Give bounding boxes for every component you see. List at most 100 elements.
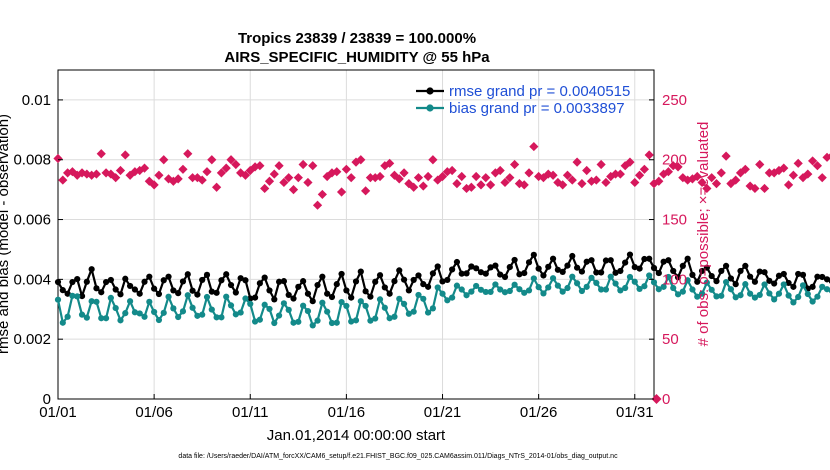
bias-point: [400, 300, 408, 307]
obs-evaluated-point: [231, 159, 241, 170]
rmse-point: [583, 258, 590, 265]
rmse-point: [165, 273, 172, 280]
rmse-point: [689, 271, 696, 278]
obs-evaluated-point: [274, 161, 284, 171]
obs-evaluated-point: [558, 180, 568, 190]
rmse-point: [98, 289, 105, 296]
bias-point: [665, 273, 672, 281]
obs-evaluated-point: [755, 159, 765, 170]
bias-point: [670, 284, 677, 292]
bias-point: [290, 319, 297, 326]
bias-point: [564, 284, 571, 292]
bias-point: [646, 272, 653, 279]
bias-point: [391, 313, 398, 320]
rmse-point: [545, 263, 552, 270]
obs-evaluated-point: [490, 168, 500, 178]
obs-evaluated-point: [735, 168, 746, 178]
bias-point: [473, 282, 480, 290]
rmse-point: [319, 273, 326, 280]
rmse-point: [381, 284, 388, 291]
rmse-point: [578, 268, 586, 275]
bias-point: [251, 318, 259, 325]
bias-point: [684, 277, 691, 284]
rmse-point: [102, 278, 110, 286]
rmse-point: [348, 294, 355, 301]
bias-point: [319, 299, 326, 306]
rmse-point: [170, 287, 177, 294]
obs-evaluated-point: [803, 169, 813, 179]
obs-evaluated-point: [572, 157, 582, 167]
rmse-point: [146, 273, 153, 280]
rmse-point: [290, 295, 297, 302]
rmse-point: [136, 290, 143, 297]
rmse-point: [819, 273, 826, 281]
bias-point: [631, 278, 638, 285]
obs-evaluated-point: [322, 171, 332, 182]
rmse-point: [338, 270, 345, 278]
obs-evaluated-point: [96, 149, 106, 159]
obs-evaluated-point: [101, 168, 111, 178]
obs-evaluated-point: [53, 153, 63, 164]
rmse-point: [184, 271, 191, 278]
obs-evaluated-point: [255, 161, 265, 171]
bias-point: [122, 310, 129, 317]
x-tick-label: 01/16: [328, 404, 366, 421]
rmse-point: [708, 272, 715, 280]
obs-evaluated-point: [178, 164, 188, 174]
y2-tick-label: 250: [662, 92, 687, 109]
bias-point: [203, 293, 211, 301]
rmse-point: [473, 265, 480, 272]
obs-evaluated-point: [447, 165, 457, 176]
rmse-point: [280, 278, 288, 285]
rmse-point: [497, 271, 504, 278]
obs-evaluated-point: [437, 171, 448, 182]
bias-point: [559, 288, 566, 295]
rmse-point: [155, 290, 163, 298]
rmse-point: [194, 291, 201, 298]
obs-evaluated-point: [91, 169, 102, 179]
bias-point: [376, 296, 384, 303]
bias-point: [280, 300, 288, 307]
obs-evaluated-point: [634, 170, 645, 180]
rmse-point: [300, 278, 307, 285]
obs-evaluated-point: [149, 180, 159, 190]
bias-point: [136, 310, 143, 317]
bias-point: [650, 279, 658, 286]
bias-point: [126, 298, 134, 305]
legend-rmse-marker: [426, 87, 434, 95]
obs-evaluated-point: [428, 155, 438, 165]
obs-evaluated-point: [298, 159, 308, 170]
bias-point: [261, 301, 268, 308]
y-tick-label: 0.008: [13, 152, 51, 169]
rmse-point: [641, 255, 648, 263]
bias-point: [655, 286, 662, 293]
obs-evaluated-point: [269, 169, 279, 179]
obs-evaluated-point: [481, 173, 491, 183]
obs-evaluated-point: [692, 171, 702, 182]
obs-evaluated-point: [187, 173, 198, 183]
plot-frame: [57, 69, 655, 400]
rmse-point: [698, 267, 706, 275]
rmse-point: [285, 291, 292, 299]
axis-ticks: 01/01 01/06 01/11 01/16 01/21 01/26 01/31 0 0.00…: [13, 92, 687, 421]
bias-point: [636, 285, 643, 293]
bias-point: [59, 319, 66, 326]
bias-point: [487, 288, 494, 296]
rmse-point: [227, 281, 235, 289]
rmse-point: [420, 281, 427, 288]
y-tick-label: 0.004: [13, 271, 51, 288]
bias-point: [69, 292, 76, 299]
rmse-point: [54, 278, 62, 286]
obs-evaluated-point: [221, 163, 231, 173]
obs-evaluated-point: [822, 152, 830, 162]
rmse-point: [482, 270, 489, 277]
bias-point: [598, 286, 605, 293]
obs-evaluated-point: [394, 174, 404, 184]
rmse-point: [694, 278, 701, 285]
bias-point: [348, 318, 355, 325]
rmse-point: [636, 265, 643, 272]
obs-evaluated-point: [308, 161, 318, 171]
rmse-point: [453, 258, 461, 266]
obs-evaluated-point: [370, 173, 380, 183]
obs-evaluated-point: [317, 189, 327, 200]
